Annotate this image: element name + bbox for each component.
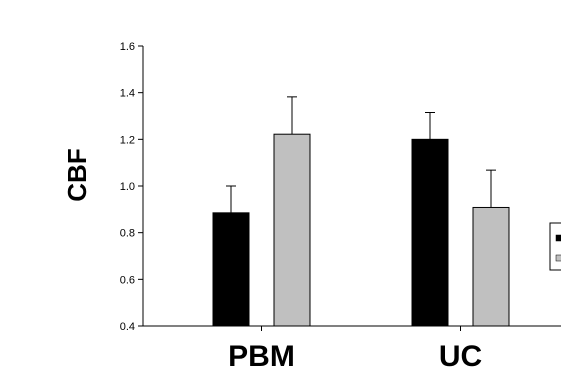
bars <box>212 133 510 327</box>
bar <box>472 206 510 327</box>
y-axis: 0.4 0.6 0.8 1.0 1.2 1.4 1.6 <box>120 41 144 333</box>
x-axis: PBM UC <box>143 325 561 373</box>
legend-swatch <box>555 254 561 262</box>
legend <box>549 222 561 271</box>
x-tick-label: PBM <box>228 340 295 373</box>
bar <box>411 138 449 327</box>
y-tick-label: 1.4 <box>120 88 135 100</box>
x-tick-label: UC <box>439 340 482 373</box>
y-tick-label: 1.0 <box>120 181 135 193</box>
y-tick-label: 0.8 <box>120 228 135 240</box>
y-tick-label: 1.2 <box>120 134 135 146</box>
bar <box>212 212 250 327</box>
y-tick-label: 0.4 <box>120 321 135 333</box>
legend-box <box>549 222 561 271</box>
y-tick-label: 1.6 <box>120 41 135 53</box>
bar <box>273 133 311 327</box>
y-axis-title: CBF <box>62 148 92 201</box>
legend-swatch <box>555 234 561 242</box>
error-bars <box>226 96 496 213</box>
y-tick-label: 0.6 <box>120 274 135 286</box>
